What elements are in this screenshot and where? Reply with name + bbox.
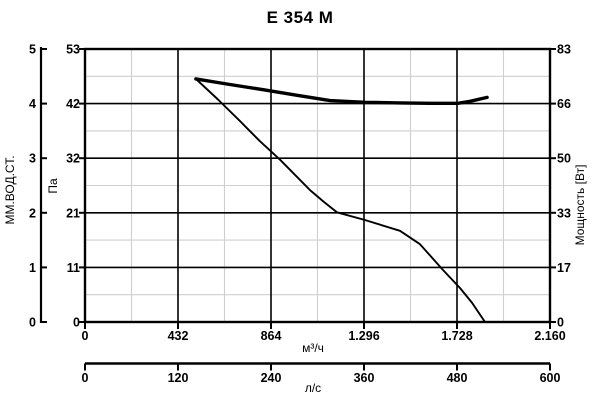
m3h-axis-label: м³/ч [302,341,324,355]
w-axis-label: Мощность [Вт] [573,165,587,246]
w-tick-label: 0 [557,316,564,330]
m3h-tick-label: 0 [82,329,89,343]
w-tick-label: 66 [557,97,571,111]
plot-border [83,47,552,324]
ls-tick-label: 360 [354,371,375,385]
pa-tick-label: 0 [73,316,80,330]
mm-axis-label: ММ.ВОД.СТ. [3,155,17,224]
mm-tick-label: 1 [29,261,36,275]
m3h-tick-label: 1.296 [348,329,379,343]
m3h-tick-label: 864 [261,329,282,343]
mm-tick-label: 5 [29,43,36,57]
m3h-tick-label: 432 [168,329,189,343]
ls-tick-label: 0 [82,371,89,385]
w-tick-label: 83 [557,43,571,57]
ls-tick-label: 120 [168,371,189,385]
chart-title: E 354 M [266,8,334,27]
pa-tick-label: 32 [66,152,80,166]
m3h-tick-label: 1.728 [441,329,472,343]
mm-tick-label: 3 [29,152,36,166]
ls-tick-label: 240 [261,371,282,385]
w-tick-label: 50 [557,152,571,166]
pa-tick-label: 53 [66,43,80,57]
m3h-tick-label: 2.160 [534,329,565,343]
pa-axis-label: Па [46,178,60,194]
mm-tick-label: 0 [29,316,36,330]
w-tick-label: 33 [557,206,571,220]
ls-tick-label: 600 [540,371,561,385]
pa-tick-label: 11 [67,261,80,275]
pressure-curve [194,77,486,323]
mm-tick-label: 4 [29,97,36,111]
mm-tick-label: 2 [29,206,36,220]
pa-tick-label: 42 [66,97,80,111]
power-curve [194,77,489,106]
w-tick-label: 17 [557,261,571,275]
ls-axis-label: л/с [305,381,321,395]
ls-tick-label: 480 [447,371,468,385]
pa-tick-label: 21 [66,206,80,220]
